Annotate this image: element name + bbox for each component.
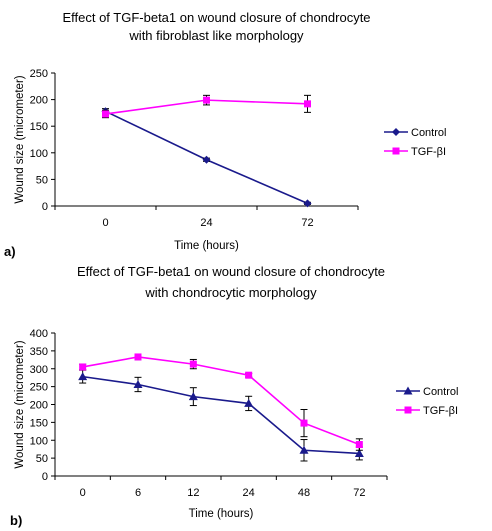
data-point: [203, 96, 210, 104]
data-point: [102, 110, 109, 118]
series-tgf: TGF-βI: [102, 94, 446, 158]
legend-label: TGF-βI: [423, 405, 458, 417]
data-point: [300, 419, 308, 427]
y-tick-label: 100: [30, 435, 48, 447]
y-tick-label: 300: [30, 364, 48, 376]
data-point: [244, 398, 254, 407]
series-line: [82, 375, 360, 455]
y-tick-label: 100: [30, 148, 48, 160]
data-point: [303, 199, 312, 208]
data-point: [134, 353, 142, 361]
y-tick-label: 150: [30, 417, 48, 429]
legend-marker: [392, 128, 400, 136]
legend-marker: [403, 386, 413, 395]
y-tick-label: 400: [30, 328, 48, 340]
legend-label: TGF-βI: [411, 146, 446, 158]
data-point: [299, 445, 309, 454]
chart-title-line: with fibroblast like morphology: [128, 28, 304, 43]
y-tick-label: 250: [30, 382, 48, 394]
series-tgf: TGF-βI: [79, 353, 458, 451]
data-point: [304, 100, 311, 108]
x-axis-label: Time (hours): [189, 508, 254, 520]
legend-label: Control: [411, 127, 446, 139]
data-point: [355, 441, 363, 449]
data-point: [133, 379, 143, 388]
chart-title-line: with chondrocytic morphology: [144, 285, 317, 300]
data-point: [188, 392, 198, 401]
chart-panel-a: Effect of TGF-beta1 on wound closure of …: [4, 10, 446, 259]
x-tick-label: 24: [243, 487, 255, 499]
y-tick-label: 0: [42, 471, 48, 483]
y-tick-label: 150: [30, 121, 48, 133]
y-tick-label: 350: [30, 346, 48, 358]
data-point: [354, 448, 364, 457]
x-tick-label: 48: [298, 487, 310, 499]
y-axis-label: Wound size (micrometer): [14, 75, 26, 203]
x-tick-label: 12: [187, 487, 199, 499]
y-tick-label: 200: [30, 400, 48, 412]
data-point: [245, 371, 253, 379]
series-control: Control: [78, 369, 458, 462]
y-tick-label: 200: [30, 95, 48, 107]
y-tick-label: 250: [30, 68, 48, 80]
chart-title-line: Effect of TGF-beta1 on wound closure of …: [62, 10, 370, 25]
data-point: [189, 360, 197, 368]
chart-panel-b: Effect of TGF-beta1 on wound closure of …: [10, 264, 458, 528]
series-line: [82, 356, 360, 446]
y-tick-label: 0: [42, 201, 48, 213]
x-axis-label: Time (hours): [174, 240, 239, 252]
x-tick-label: 72: [301, 217, 313, 229]
x-tick-label: 72: [353, 487, 365, 499]
data-point: [202, 155, 211, 164]
y-axis-label: Wound size (micrometer): [14, 340, 26, 468]
legend-marker: [404, 406, 412, 414]
panel-label: a): [4, 244, 16, 259]
x-tick-label: 6: [135, 487, 141, 499]
legend-marker: [392, 147, 400, 155]
legend-label: Control: [423, 386, 458, 398]
y-tick-label: 50: [36, 453, 48, 465]
x-tick-label: 0: [102, 217, 108, 229]
chart-title-line: Effect of TGF-beta1 on wound closure of …: [77, 264, 385, 279]
panel-label: b): [10, 513, 22, 528]
x-tick-label: 0: [80, 487, 86, 499]
series-control: Control: [101, 107, 446, 208]
data-point: [78, 372, 88, 381]
y-tick-label: 50: [36, 174, 48, 186]
data-point: [79, 363, 87, 371]
x-tick-label: 24: [200, 217, 212, 229]
